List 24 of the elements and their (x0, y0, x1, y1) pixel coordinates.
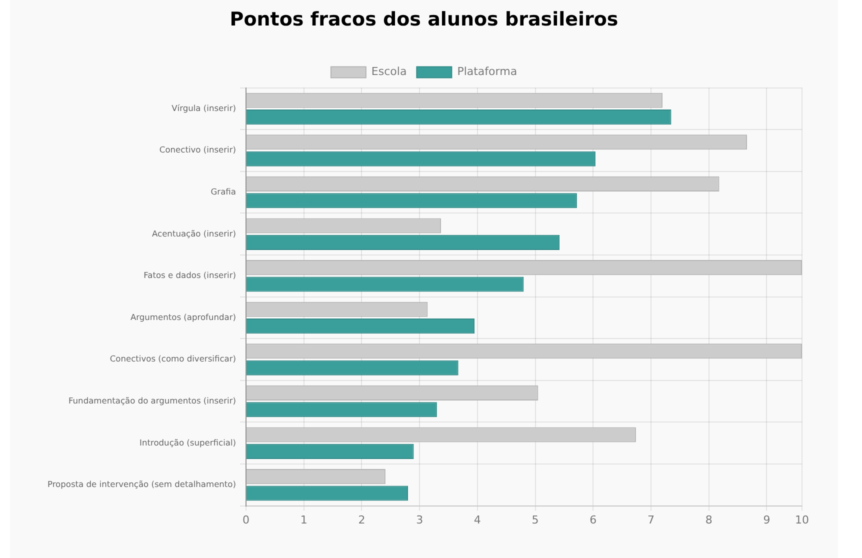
legend-label: Plataforma (457, 65, 518, 78)
x-tick-label: 1 (300, 513, 308, 526)
legend-label: Escola (371, 65, 407, 78)
x-tick-label: 0 (242, 513, 250, 526)
chart-title: Pontos fracos dos alunos brasileiros (230, 8, 618, 30)
y-tick-label: Introdução (superficial) (140, 437, 236, 448)
x-tick-label: 4 (474, 513, 481, 526)
x-tick-label: 3 (416, 513, 424, 526)
y-tick-label: Grafia (210, 186, 236, 196)
x-tick-label: 9 (763, 513, 770, 526)
x-tick-label: 6 (590, 513, 597, 526)
y-tick-label: Argumentos (aprofundar) (130, 312, 236, 322)
x-tick-label: 8 (705, 513, 712, 526)
y-tick-label: Conectivo (inserir) (159, 144, 236, 155)
x-tick-label: 2 (358, 513, 366, 526)
x-tick-label: 10 (795, 513, 809, 526)
y-tick-label: Fundamentação do argumentos (inserir) (68, 395, 236, 406)
y-tick-label: Proposta de intervenção (sem detalhamento) (47, 479, 236, 490)
x-tick-label: 7 (647, 513, 654, 526)
y-tick-label: Acentuação (inserir) (152, 228, 236, 238)
y-tick-label: Vírgula (inserir) (172, 102, 236, 113)
y-tick-label: Fatos e dados (inserir) (144, 270, 236, 280)
x-tick-label: 5 (532, 513, 539, 526)
y-tick-label: Conectivos (como diversificar) (110, 354, 236, 364)
